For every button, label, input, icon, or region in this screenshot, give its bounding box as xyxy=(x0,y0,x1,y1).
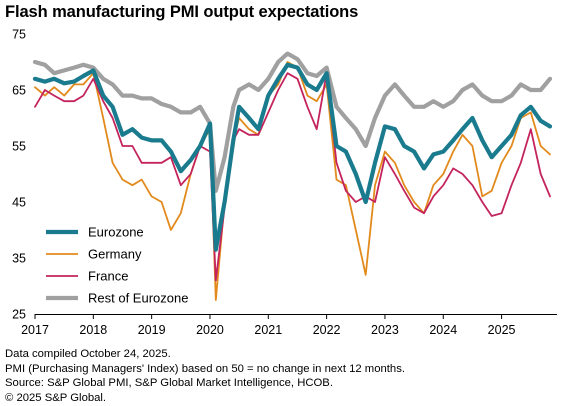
legend: Eurozone Germany France Rest of Eurozone xyxy=(46,225,188,306)
x-tick-label: 2022 xyxy=(313,323,341,337)
x-tick-label: 2019 xyxy=(138,323,166,337)
y-tick-label: 45 xyxy=(12,196,26,210)
legend-label-rest-of-eurozone: Rest of Eurozone xyxy=(88,291,188,306)
x-tick-label: 2025 xyxy=(488,323,516,337)
y-tick-label: 55 xyxy=(12,140,26,154)
footnote-source: Source: S&P Global PMI, S&P Global Marke… xyxy=(5,377,333,390)
x-tick-label: 2023 xyxy=(371,323,399,337)
chart-title: Flash manufacturing PMI output expectati… xyxy=(5,3,359,21)
x-tick-label: 2024 xyxy=(429,323,457,337)
y-tick-label: 25 xyxy=(12,308,26,322)
footnote-date: Data compiled October 24, 2025. xyxy=(5,348,171,360)
x-axis: 2017 2018 2019 2020 2021 2022 2023 2024 2025 xyxy=(21,314,557,337)
x-tick-label: 2018 xyxy=(79,323,107,337)
legend-label-germany: Germany xyxy=(88,247,142,262)
line-chart: 25 35 45 55 65 75 2017 2018 2019 2020 2021 2022 202… xyxy=(12,28,557,337)
footnote-pmi-definition: PMI (Purchasing Managers' Index) based o… xyxy=(5,362,405,375)
series-line-germany xyxy=(34,61,551,301)
y-axis: 25 35 45 55 65 75 xyxy=(12,28,26,322)
footnote-copyright: © 2025 S&P Global. xyxy=(5,391,107,404)
series-line-eurozone xyxy=(32,62,553,252)
series-line-france xyxy=(34,72,551,282)
y-tick-label: 75 xyxy=(12,28,26,42)
x-tick-label: 2017 xyxy=(21,323,49,337)
x-tick-label: 2021 xyxy=(254,323,282,337)
legend-label-eurozone: Eurozone xyxy=(88,225,144,240)
x-tick-label: 2020 xyxy=(196,323,224,337)
y-tick-label: 35 xyxy=(12,252,26,266)
series-layer xyxy=(32,51,553,301)
y-tick-label: 65 xyxy=(12,84,26,98)
legend-label-france: France xyxy=(88,269,128,284)
series-line-rest-of-eurozone xyxy=(32,51,553,193)
footnotes: Data compiled October 24, 2025. PMI (Pur… xyxy=(5,347,405,405)
